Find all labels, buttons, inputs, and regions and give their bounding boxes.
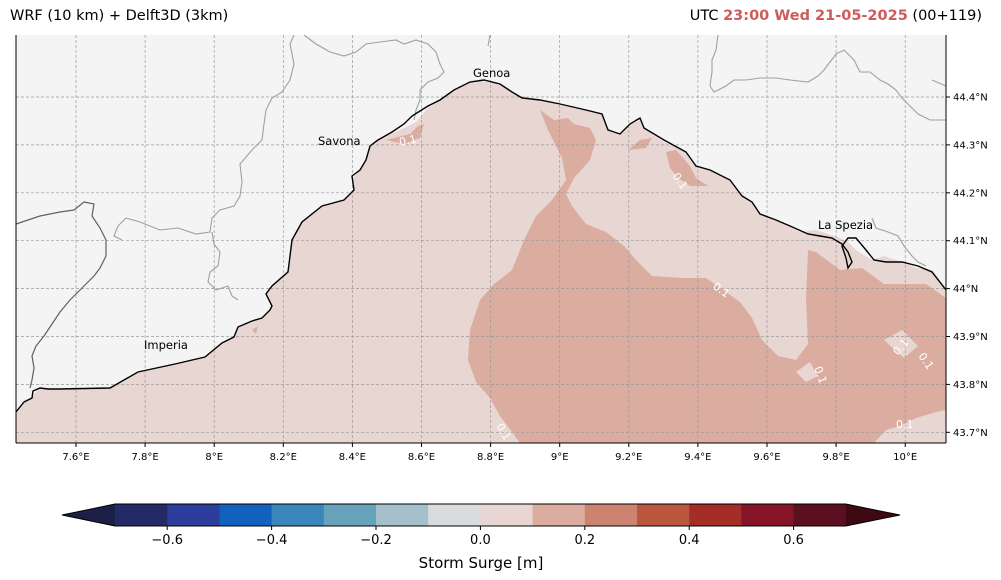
- sea-patch-mid: [628, 138, 652, 150]
- sea-patch-mid: [386, 124, 424, 144]
- sea-patch-mid: [252, 326, 258, 334]
- colorbar-tick-label: −0.2: [360, 533, 392, 548]
- lon-tick-label: 9.8°E: [822, 452, 849, 463]
- colorbar-tick-label: 0.6: [783, 533, 804, 548]
- colorbar-bin: [584, 504, 638, 526]
- city-label-imperia: Imperia: [144, 338, 188, 352]
- lat-tick-label: 43.9°N: [953, 332, 988, 343]
- sea-surge-0.1-to-0.2: [468, 110, 946, 443]
- colorbar-bin: [271, 504, 325, 526]
- colorbar-tick-label: −0.6: [151, 533, 183, 548]
- city-label-savona: Savona: [318, 134, 361, 148]
- lat-tick-label: 44.4°N: [953, 93, 988, 104]
- contour-label: 0.1: [811, 365, 829, 386]
- sea-patch-light: [884, 330, 918, 358]
- colorbar-bin: [741, 504, 795, 526]
- colorbar-bin: [376, 504, 429, 526]
- coastline: [16, 79, 946, 413]
- colorbar-title: Storm Surge [m]: [419, 554, 544, 572]
- city-label-genoa: Genoa: [473, 66, 510, 80]
- colorbar-tick-label: −0.4: [256, 533, 288, 548]
- lon-tick-label: 9°E: [551, 452, 569, 463]
- country-border: [16, 201, 107, 389]
- colorbar-bin: [689, 504, 742, 526]
- lon-tick-label: 7.6°E: [62, 452, 89, 463]
- utc-label: UTC: [689, 8, 719, 24]
- lat-tick-label: 44.3°N: [953, 140, 988, 151]
- colorbar-tick-label: 0.2: [574, 533, 595, 548]
- colorbar-bin: [480, 504, 534, 526]
- colorbar-tick-label: 0.0: [470, 533, 491, 548]
- lat-tick-label: 43.8°N: [953, 380, 988, 391]
- lon-tick-label: 8.4°E: [339, 452, 366, 463]
- latitude-axis: 44.4°N 44.3°N 44.2°N 44.1°N 44°N 43.9°N 43.8°N…: [946, 93, 988, 439]
- contour-label: 0.1: [398, 133, 418, 149]
- colorbar-tick-label: 0.4: [679, 533, 700, 548]
- lat-tick-label: 43.7°N: [953, 428, 988, 439]
- sea-patch-light: [796, 362, 818, 382]
- lon-tick-label: 7.8°E: [131, 452, 158, 463]
- colorbar-bin: [323, 504, 377, 526]
- lon-tick-label: 10°E: [893, 452, 917, 463]
- lon-tick-label: 8.8°E: [477, 452, 504, 463]
- map-title: WRF (10 km) + Delft3D (3km): [10, 8, 229, 24]
- colorbar: −0.6 −0.4 −0.2 0.0 0.2 0.4 0.6: [61, 503, 901, 548]
- lat-tick-label: 44°N: [953, 284, 978, 295]
- forecast-step: (00+119): [912, 8, 982, 24]
- colorbar-bin: [532, 504, 586, 526]
- gridlines: [16, 35, 946, 443]
- lat-tick-label: 44.1°N: [953, 236, 988, 247]
- valid-time: 23:00 Wed 21-05-2025: [723, 8, 908, 24]
- colorbar-bin: [428, 504, 481, 526]
- colorbar-bin: [219, 504, 273, 526]
- colorbar-bin: [167, 504, 220, 526]
- time-info: UTC 23:00 Wed 21-05-2025 (00+119): [690, 8, 982, 24]
- lat-tick-label: 44.2°N: [953, 188, 988, 199]
- lon-tick-label: 9.6°E: [753, 452, 780, 463]
- lon-tick-label: 9.2°E: [615, 452, 642, 463]
- lon-tick-label: 9.4°E: [684, 452, 711, 463]
- contour-label: 0.1: [896, 418, 914, 431]
- sea-patch-mid: [666, 150, 708, 186]
- colorbar-extend-under: [62, 504, 115, 526]
- colorbar-outline: [61, 503, 901, 527]
- colorbar-extend-over: [845, 504, 900, 526]
- map-frame: [15, 35, 947, 444]
- lon-tick-label: 8.6°E: [408, 452, 435, 463]
- lon-tick-label: 8°E: [205, 452, 223, 463]
- colorbar-bin: [637, 504, 690, 526]
- colorbar-bin: [115, 504, 168, 526]
- colorbar-bin: [793, 504, 847, 526]
- lon-tick-label: 8.2°E: [270, 452, 297, 463]
- admin-borders: [113, 35, 946, 301]
- city-label-la-spezia: La Spezia: [818, 218, 873, 232]
- longitude-axis: 7.6°E 7.8°E 8°E 8.2°E 8.4°E 8.6°E 8.8°E 9°E 9.2°…: [62, 443, 917, 463]
